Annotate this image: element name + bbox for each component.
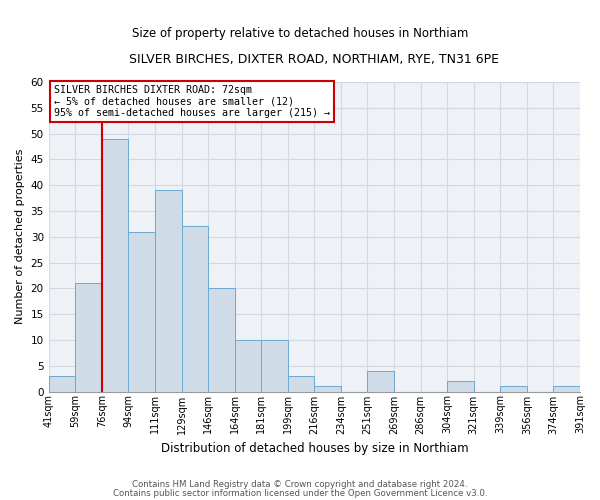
Bar bbox=[235, 340, 261, 392]
Bar bbox=[102, 138, 128, 392]
Bar bbox=[49, 376, 75, 392]
Bar bbox=[182, 226, 208, 392]
Text: Contains HM Land Registry data © Crown copyright and database right 2024.: Contains HM Land Registry data © Crown c… bbox=[132, 480, 468, 489]
Y-axis label: Number of detached properties: Number of detached properties bbox=[15, 149, 25, 324]
Bar bbox=[155, 190, 182, 392]
Bar bbox=[314, 386, 341, 392]
Bar bbox=[553, 386, 580, 392]
Bar bbox=[447, 381, 474, 392]
Bar bbox=[261, 340, 288, 392]
Bar bbox=[500, 386, 527, 392]
Text: Contains public sector information licensed under the Open Government Licence v3: Contains public sector information licen… bbox=[113, 488, 487, 498]
Title: SILVER BIRCHES, DIXTER ROAD, NORTHIAM, RYE, TN31 6PE: SILVER BIRCHES, DIXTER ROAD, NORTHIAM, R… bbox=[130, 52, 499, 66]
Bar bbox=[208, 288, 235, 392]
Bar bbox=[75, 283, 102, 392]
Bar bbox=[288, 376, 314, 392]
X-axis label: Distribution of detached houses by size in Northiam: Distribution of detached houses by size … bbox=[161, 442, 468, 455]
Bar bbox=[128, 232, 155, 392]
Text: Size of property relative to detached houses in Northiam: Size of property relative to detached ho… bbox=[132, 28, 468, 40]
Bar bbox=[367, 371, 394, 392]
Text: SILVER BIRCHES DIXTER ROAD: 72sqm
← 5% of detached houses are smaller (12)
95% o: SILVER BIRCHES DIXTER ROAD: 72sqm ← 5% o… bbox=[54, 85, 330, 118]
